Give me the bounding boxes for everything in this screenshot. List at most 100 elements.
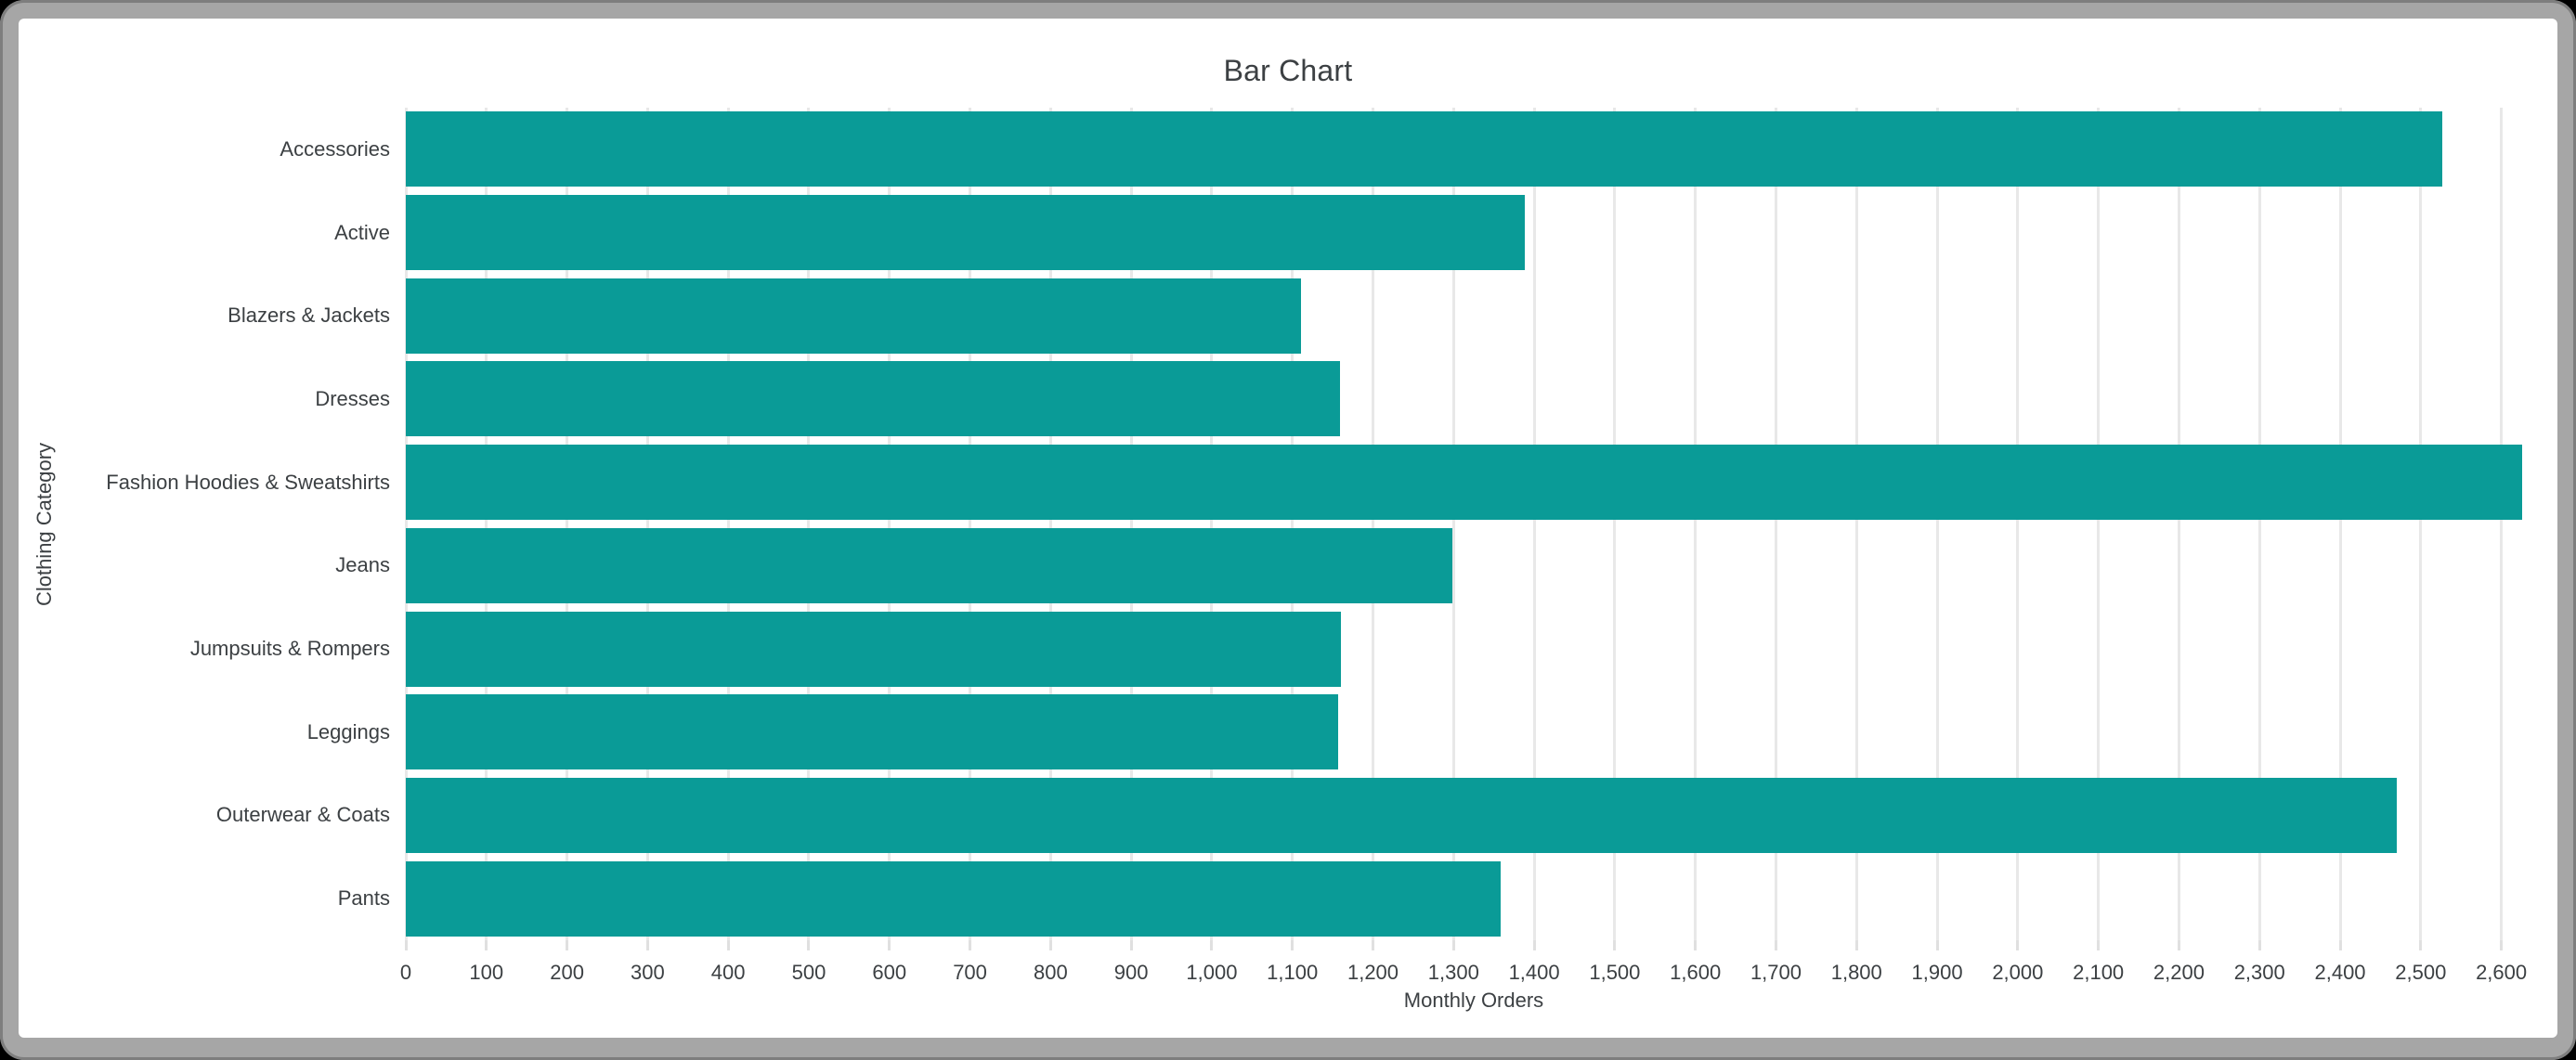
x-tick-mark xyxy=(1854,940,1858,950)
gridline xyxy=(566,108,569,940)
y-axis-title: Clothing Category xyxy=(33,442,56,606)
x-tick-mark xyxy=(1372,940,1374,950)
x-axis-tick-label: 900 xyxy=(1113,961,1149,984)
gridline xyxy=(1291,108,1295,940)
x-axis-tick-label: 1,600 xyxy=(1670,961,1722,984)
x-axis-tick-label: 1,900 xyxy=(1911,961,1963,984)
gridline xyxy=(1613,108,1617,940)
x-axis-tick-label: 2,100 xyxy=(2073,961,2125,984)
gridline xyxy=(404,108,408,940)
y-axis-category-label: Fashion Hoodies & Sweatshirts xyxy=(106,470,390,494)
y-axis-category-label: Leggings xyxy=(306,719,390,743)
gridline xyxy=(1694,108,1698,940)
y-axis-category-label: Dresses xyxy=(315,386,390,410)
x-tick-mark xyxy=(2016,940,2020,950)
y-axis-category-label: Active xyxy=(334,220,390,244)
x-axis-tick-label: 1,000 xyxy=(1186,961,1238,984)
x-axis-tick-label: 2,400 xyxy=(2314,961,2366,984)
x-axis-tick-label: 1,700 xyxy=(1750,961,1802,984)
x-axis-tick-label: 600 xyxy=(872,961,907,984)
x-axis-tick-label: 700 xyxy=(953,961,987,984)
gridline xyxy=(888,108,891,940)
x-axis-tick-label: 1,200 xyxy=(1347,961,1399,984)
x-tick-mark xyxy=(1048,940,1052,950)
bar-fashion-hoodies-sweatshirts xyxy=(406,445,2523,521)
y-axis-category-label: Blazers & Jackets xyxy=(228,304,390,328)
x-tick-mark xyxy=(404,940,408,950)
gridline xyxy=(2016,108,2020,940)
gridline xyxy=(1774,108,1777,940)
gridline xyxy=(2338,108,2342,940)
x-axis-tick-label: 2,300 xyxy=(2233,961,2285,984)
x-axis-tick-label: 1,800 xyxy=(1830,961,1882,984)
x-axis-tick-label: 200 xyxy=(550,961,584,984)
gridline xyxy=(1451,108,1455,940)
x-axis-tick-label: 800 xyxy=(1033,961,1068,984)
x-tick-mark xyxy=(485,940,488,950)
bar-leggings xyxy=(406,694,1339,770)
bar-outerwear-coats xyxy=(406,777,2397,853)
x-axis-tick-label: 400 xyxy=(710,961,746,984)
bar-dresses xyxy=(406,361,1340,437)
x-axis-tick-label: 2,600 xyxy=(2476,961,2528,984)
gridline xyxy=(1372,108,1374,940)
x-tick-mark xyxy=(2338,940,2342,950)
x-axis-tick-label: 1,100 xyxy=(1267,961,1319,984)
y-axis-category-label: Accessories xyxy=(280,136,390,161)
x-tick-mark xyxy=(1532,940,1536,950)
bar-accessories xyxy=(406,111,2443,187)
y-axis-category-label: Pants xyxy=(337,886,390,911)
x-tick-mark xyxy=(1451,940,1455,950)
y-axis-category-label: Jeans xyxy=(335,553,390,577)
y-axis-category-label: Jumpsuits & Rompers xyxy=(189,637,390,661)
gridline xyxy=(2500,108,2504,940)
x-tick-mark xyxy=(1129,940,1133,950)
bar-active xyxy=(406,195,1525,271)
x-axis-tick-label: 2,200 xyxy=(2153,961,2205,984)
x-tick-mark xyxy=(969,940,972,950)
gridline xyxy=(969,108,972,940)
x-tick-mark xyxy=(807,940,811,950)
gridline xyxy=(1048,108,1052,940)
gridline xyxy=(2097,108,2101,940)
gridline xyxy=(1935,108,1939,940)
gridline xyxy=(2177,108,2180,940)
y-axis-category-label: Outerwear & Coats xyxy=(215,803,390,827)
x-tick-mark xyxy=(1613,940,1617,950)
x-tick-mark xyxy=(2419,940,2423,950)
gridline xyxy=(726,108,730,940)
gridline xyxy=(485,108,488,940)
x-tick-mark xyxy=(1774,940,1777,950)
bar-blazers-jackets xyxy=(406,278,1302,354)
gridline xyxy=(2257,108,2261,940)
x-axis-tick-label: 1,500 xyxy=(1589,961,1641,984)
x-tick-mark xyxy=(1935,940,1939,950)
x-tick-mark xyxy=(2500,940,2504,950)
plot-area: 0 100 200 300 400 500 600 700 800 900 1,000 1,100 1,… xyxy=(106,108,2542,984)
gridline xyxy=(645,108,649,940)
chart-title: Bar Chart xyxy=(1223,54,1353,87)
x-tick-mark xyxy=(645,940,649,950)
x-tick-mark xyxy=(2177,940,2180,950)
bar-jeans xyxy=(406,527,1452,603)
x-tick-mark xyxy=(888,940,891,950)
x-axis-title: Monthly Orders xyxy=(1403,989,1544,1012)
gridline xyxy=(1129,108,1133,940)
x-axis-tick-label: 0 xyxy=(399,961,412,984)
x-axis-tick-label: 500 xyxy=(791,961,826,984)
gridline xyxy=(807,108,811,940)
gridline xyxy=(1532,108,1536,940)
x-axis-tick-label: 100 xyxy=(469,961,504,984)
x-tick-mark xyxy=(1291,940,1295,950)
x-tick-mark xyxy=(1210,940,1214,950)
x-tick-mark xyxy=(2097,940,2101,950)
gridline xyxy=(1210,108,1214,940)
bar-jumpsuits-rompers xyxy=(406,611,1341,687)
x-tick-mark xyxy=(2257,940,2261,950)
bar-pants xyxy=(406,860,1501,937)
gridline xyxy=(2419,108,2423,940)
x-tick-mark xyxy=(1694,940,1698,950)
x-axis-tick-label: 2,000 xyxy=(1992,961,2044,984)
